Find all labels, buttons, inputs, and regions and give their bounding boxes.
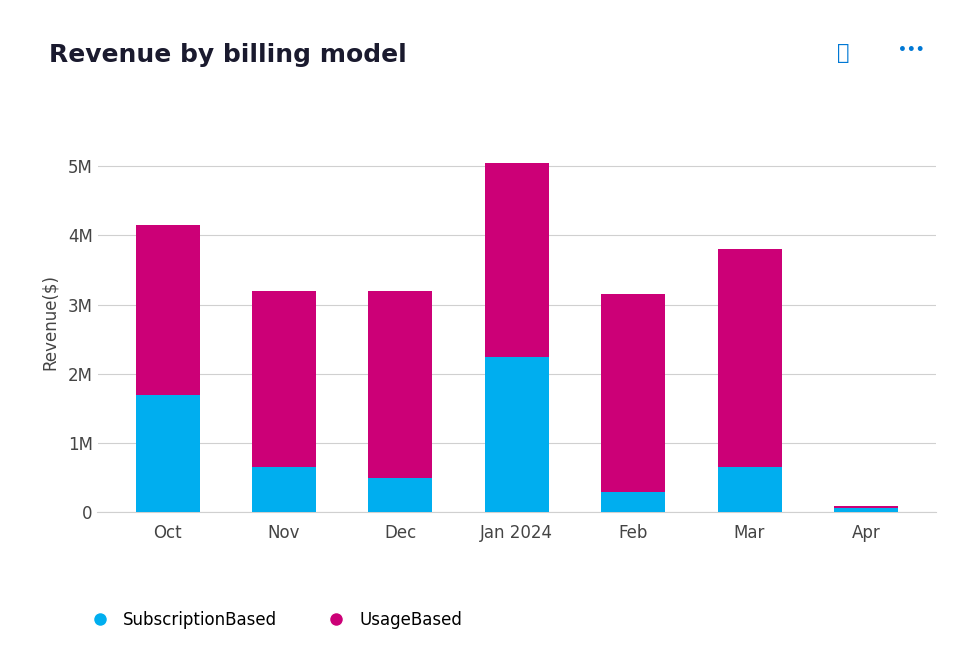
Bar — [136, 225, 200, 395]
Text: ⓘ: ⓘ — [838, 43, 849, 62]
Text: •••: ••• — [898, 43, 925, 57]
Bar — [602, 294, 665, 491]
Bar — [718, 467, 782, 512]
Bar — [369, 291, 432, 478]
Bar — [834, 507, 898, 508]
Bar — [252, 291, 316, 467]
Bar — [834, 508, 898, 512]
Bar — [485, 357, 549, 512]
Bar — [136, 395, 200, 512]
Text: Revenue by billing model: Revenue by billing model — [49, 43, 407, 67]
Y-axis label: Revenue($): Revenue($) — [41, 274, 59, 370]
Legend: SubscriptionBased, UsageBased: SubscriptionBased, UsageBased — [77, 604, 469, 635]
Bar — [718, 249, 782, 467]
Bar — [252, 467, 316, 512]
Bar — [602, 491, 665, 512]
Bar — [485, 162, 549, 357]
Bar — [369, 478, 432, 512]
